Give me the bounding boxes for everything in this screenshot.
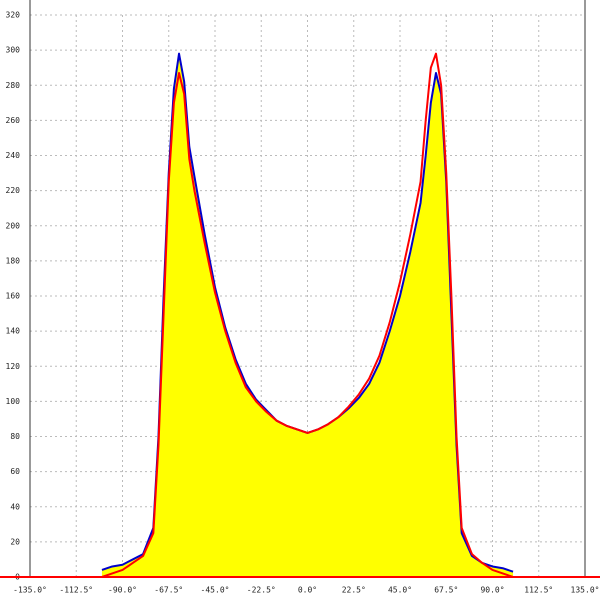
y-tick-label: 200 [6, 221, 21, 230]
x-tick-label: 112.5° [524, 586, 553, 595]
y-tick-label: 140 [6, 327, 21, 336]
x-tick-label: 22.5° [342, 586, 366, 595]
y-tick-label: 260 [6, 116, 21, 125]
x-tick-label: 0.0° [298, 586, 317, 595]
area [101, 53, 514, 577]
y-tick-label: 100 [6, 397, 21, 406]
y-tick-label: 60 [10, 467, 20, 476]
x-tick-label: -90.0° [108, 586, 137, 595]
y-tick-label: 180 [6, 256, 21, 265]
y-tick-label: 220 [6, 186, 21, 195]
y-tick-label: 20 [10, 537, 20, 546]
y-tick-label: 80 [10, 432, 20, 441]
x-tick-label: 67.5° [434, 586, 458, 595]
y-tick-label: 300 [6, 46, 21, 55]
y-tick-label: 120 [6, 362, 21, 371]
y-tick-label: 40 [10, 502, 20, 511]
line [101, 52, 514, 578]
y-tick-label: 320 [6, 11, 21, 20]
y-tick-label: 160 [6, 292, 21, 301]
y-tick-label: 280 [6, 81, 21, 90]
x-tick-label: 90.0° [480, 586, 504, 595]
x-tick-label: -22.5° [247, 586, 276, 595]
x-tick-label: -67.5° [154, 586, 183, 595]
y-tick-label: 240 [6, 151, 21, 160]
x-tick-label: -112.5° [59, 586, 93, 595]
x-tick-label: 135.0° [571, 586, 600, 595]
x-tick-label: -135.0° [13, 586, 47, 595]
x-tick-label: 45.0° [388, 586, 412, 595]
x-tick-label: -45.0° [201, 586, 230, 595]
